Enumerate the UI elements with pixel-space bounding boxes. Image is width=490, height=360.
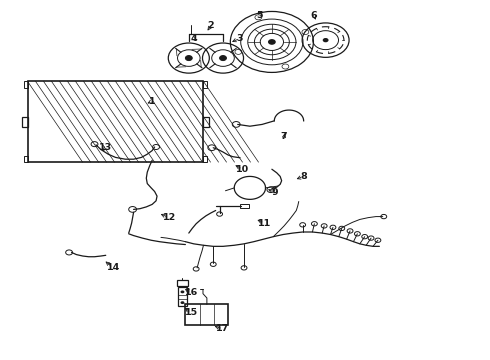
Bar (203, 156, 207, 162)
Text: 4: 4 (191, 34, 197, 43)
Text: 12: 12 (163, 213, 176, 222)
Text: 3: 3 (237, 34, 244, 43)
Bar (240, 204, 249, 208)
Text: 5: 5 (256, 10, 263, 19)
Text: 1: 1 (149, 96, 155, 105)
Text: 13: 13 (99, 143, 112, 152)
Bar (24, 156, 27, 162)
Bar (22, 117, 27, 127)
Text: 16: 16 (185, 288, 198, 297)
Bar (176, 280, 188, 286)
Text: 8: 8 (300, 172, 307, 181)
Circle shape (180, 301, 184, 304)
Circle shape (323, 38, 329, 42)
Text: 15: 15 (185, 308, 198, 317)
Circle shape (220, 55, 226, 60)
Circle shape (268, 39, 276, 45)
Bar (185, 305, 228, 325)
Bar (27, 81, 203, 162)
Circle shape (185, 55, 192, 60)
Text: 17: 17 (217, 324, 230, 333)
Text: 2: 2 (207, 21, 214, 30)
Bar (24, 81, 27, 88)
Text: 14: 14 (106, 264, 120, 273)
Text: 9: 9 (271, 188, 278, 197)
Bar (203, 117, 209, 127)
Text: 7: 7 (281, 132, 288, 141)
Text: 6: 6 (310, 10, 317, 19)
Bar (203, 81, 207, 88)
Circle shape (180, 291, 184, 293)
Text: 10: 10 (236, 165, 249, 174)
Text: 11: 11 (258, 219, 271, 228)
Bar (177, 287, 187, 306)
